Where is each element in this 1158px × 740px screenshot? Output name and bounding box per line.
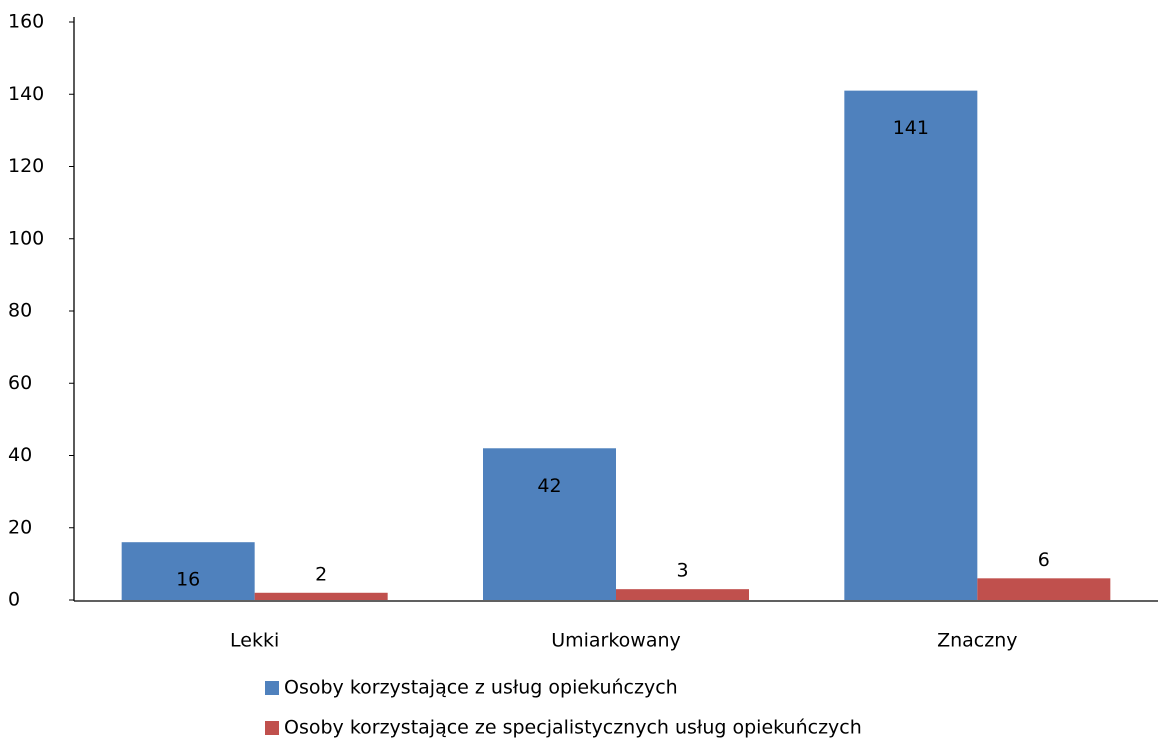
bar [844, 90, 978, 600]
data-label: 42 [537, 475, 561, 497]
data-label: 141 [893, 117, 929, 139]
bar [121, 542, 255, 600]
legend-label: Osoby korzystające z usług opiekuńczych [284, 677, 678, 699]
y-tick-label: 140 [8, 83, 44, 105]
x-tick-label: Umiarkowany [551, 630, 681, 652]
y-tick-label: 100 [8, 227, 44, 249]
x-tick-label: Znaczny [937, 630, 1017, 652]
legend-swatch [265, 721, 279, 735]
x-tick-label: Lekki [230, 630, 279, 652]
bar [254, 592, 388, 600]
y-tick-label: 0 [8, 589, 20, 611]
bar [616, 589, 749, 600]
bar [483, 448, 616, 600]
data-label: 16 [176, 569, 200, 591]
y-tick-label: 20 [8, 516, 32, 538]
legend-swatch [265, 681, 279, 695]
data-label: 2 [315, 563, 327, 585]
bar [977, 578, 1111, 600]
y-tick-label: 60 [8, 372, 32, 394]
data-label: 3 [676, 560, 688, 582]
legend-label: Osoby korzystające ze specjalistycznych … [284, 717, 862, 739]
y-tick-label: 80 [8, 300, 32, 322]
y-tick-label: 120 [8, 155, 44, 177]
data-label: 6 [1038, 549, 1050, 571]
y-tick-label: 40 [8, 444, 32, 466]
y-tick-label: 160 [8, 11, 44, 33]
